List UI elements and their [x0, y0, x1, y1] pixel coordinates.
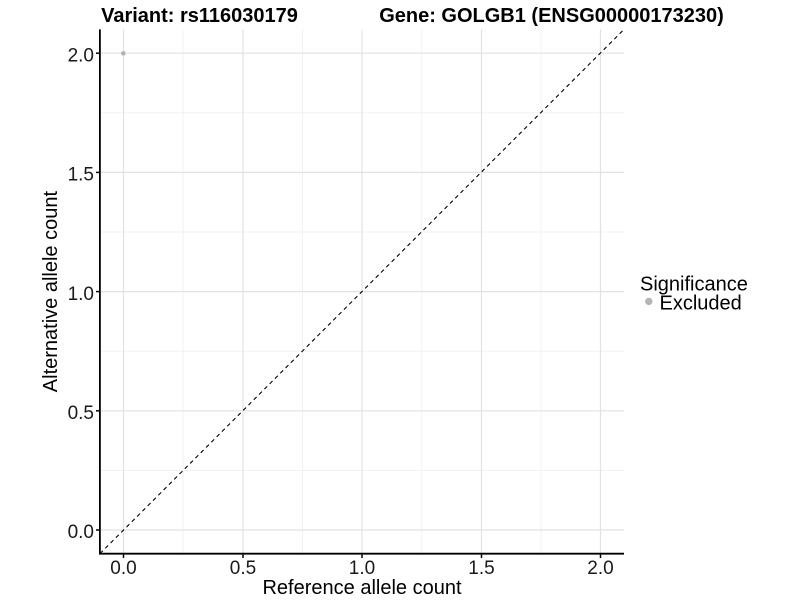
svg-text:Significance: Significance	[640, 274, 748, 296]
svg-text:Gene: GOLGB1 (ENSG00000173230): Gene: GOLGB1 (ENSG00000173230)	[379, 5, 724, 27]
svg-text:Variant: rs116030179: Variant: rs116030179	[101, 5, 298, 27]
svg-text:0.5: 0.5	[230, 558, 256, 579]
svg-text:1.0: 1.0	[68, 284, 94, 305]
svg-text:Excluded: Excluded	[660, 293, 742, 315]
svg-text:1.5: 1.5	[468, 558, 494, 579]
svg-text:1.5: 1.5	[68, 165, 94, 186]
svg-text:0.5: 0.5	[68, 403, 94, 424]
svg-text:1.0: 1.0	[349, 558, 375, 579]
svg-text:0.0: 0.0	[68, 522, 94, 543]
svg-text:Alternative allele count: Alternative allele count	[40, 191, 62, 393]
svg-text:2.0: 2.0	[587, 558, 613, 579]
svg-text:Reference allele count: Reference allele count	[262, 577, 461, 599]
svg-text:2.0: 2.0	[68, 45, 94, 66]
svg-text:0.0: 0.0	[110, 558, 136, 579]
